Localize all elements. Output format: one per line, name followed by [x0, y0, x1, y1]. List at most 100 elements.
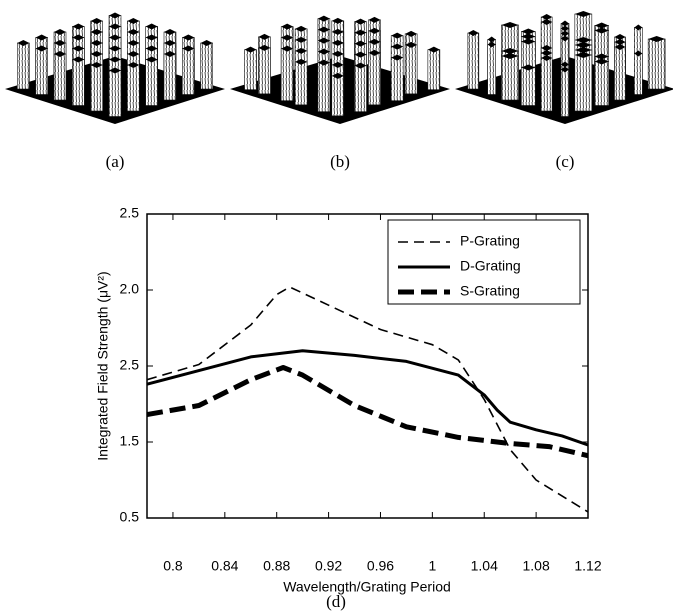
pillar-top	[90, 51, 103, 57]
pillar	[35, 48, 48, 95]
pillar	[354, 65, 367, 112]
pillar-top	[354, 18, 367, 25]
pillar	[501, 55, 519, 101]
pillar	[540, 57, 553, 112]
pillar	[163, 53, 177, 101]
pillar-top	[594, 53, 609, 60]
pillar	[614, 46, 626, 101]
pillar-top	[501, 22, 519, 28]
pillar-top	[561, 20, 569, 27]
grating-illustrations	[5, 11, 673, 124]
y-tick-label: 1.5	[120, 433, 140, 449]
pillar-top	[574, 52, 592, 58]
pillar-top	[487, 36, 496, 43]
legend-label: D-Grating	[460, 258, 521, 274]
pillar-top	[391, 43, 404, 50]
pillar-top	[501, 48, 519, 54]
pillar-top	[109, 12, 121, 19]
pillar-top	[541, 55, 553, 61]
pillar-top	[331, 72, 344, 79]
pillar	[647, 38, 666, 90]
x-tick-label: 0.8	[163, 558, 183, 574]
pillar	[634, 53, 643, 95]
pillar-top	[541, 14, 553, 20]
pillar	[560, 69, 570, 117]
pillar-top	[182, 45, 195, 52]
pillar-top	[72, 45, 85, 52]
pillar	[108, 70, 122, 117]
legend-label: P-Grating	[460, 233, 520, 249]
pillar-top	[521, 28, 536, 35]
pillar-top	[331, 50, 344, 57]
pillar-top	[561, 66, 569, 73]
pillar-top	[561, 30, 569, 37]
pillar-top	[258, 33, 271, 40]
pillar-top	[72, 56, 85, 63]
pillar-top	[541, 19, 553, 25]
pillar-top	[145, 23, 158, 30]
pillar-top	[354, 40, 367, 47]
x-tick-label: 1	[428, 558, 436, 574]
pillar-top	[331, 39, 344, 46]
pillar-top	[90, 18, 103, 24]
pillar-top	[561, 25, 569, 32]
pillar-top	[145, 45, 158, 52]
pillar-top	[72, 23, 85, 30]
pillar-top	[295, 36, 308, 43]
pillar-top	[354, 29, 367, 36]
pillar-top	[614, 34, 626, 40]
pillar	[294, 61, 308, 106]
panel-label: (d)	[326, 592, 346, 611]
pillar-top	[594, 27, 609, 34]
pillar-top	[331, 17, 344, 24]
pillar-top	[331, 28, 344, 35]
pillar-top	[281, 45, 294, 52]
panel-label: (b)	[330, 152, 350, 171]
pillar-top	[405, 30, 418, 37]
pillar-top	[331, 61, 344, 68]
pillar-top	[90, 40, 103, 46]
series-line	[146, 349, 589, 447]
pillar-top	[541, 50, 553, 56]
pillar-top	[258, 44, 271, 51]
pillar-top	[614, 44, 626, 50]
pillar	[404, 44, 418, 95]
pillar-top	[35, 34, 48, 41]
pillar-top	[109, 67, 121, 74]
pillar-top	[109, 23, 121, 30]
pillar-top	[127, 29, 140, 35]
pillar-top	[467, 30, 479, 36]
pillar-top	[521, 64, 536, 71]
pillar	[53, 53, 67, 101]
pillar-top	[561, 61, 569, 68]
y-tick-label: 0.5	[120, 509, 140, 525]
pillar-top	[164, 40, 176, 46]
pillar	[17, 42, 30, 90]
pillar	[280, 48, 294, 101]
pillar	[487, 44, 496, 95]
pillar-top	[109, 56, 121, 63]
pillar	[317, 62, 331, 112]
pillar	[182, 48, 195, 95]
pillar-top	[127, 62, 140, 68]
pillar-top	[648, 36, 666, 42]
pillar-top	[54, 51, 66, 57]
pillar	[594, 61, 609, 106]
pillar-top	[127, 18, 140, 24]
pillar-top	[405, 41, 418, 48]
pillar-top	[354, 62, 367, 69]
pillar-top	[295, 47, 308, 54]
pillar-top	[72, 34, 85, 41]
pillar-top	[391, 32, 404, 39]
pillar-top	[354, 51, 367, 58]
pillar-top	[54, 29, 66, 35]
pillar	[368, 52, 381, 106]
pillar	[244, 49, 257, 90]
pillar-top	[521, 33, 536, 40]
pillar-top	[368, 27, 381, 34]
panel-label: (c)	[556, 152, 575, 171]
legend-label: S-Grating	[460, 283, 520, 299]
pillar-top	[200, 40, 213, 46]
x-tick-label: 1.12	[574, 558, 601, 574]
